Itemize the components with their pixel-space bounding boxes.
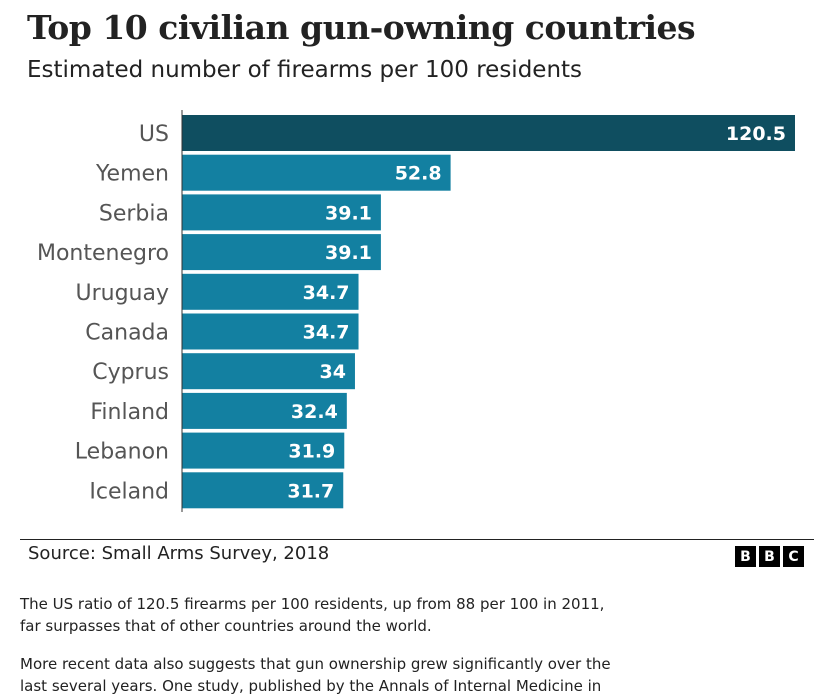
category-label: Finland <box>90 400 169 425</box>
category-label: Uruguay <box>76 281 170 306</box>
category-label: Canada <box>85 321 169 346</box>
value-label: 31.7 <box>287 480 334 502</box>
category-label: Montenegro <box>37 241 169 266</box>
value-label: 39.1 <box>325 242 372 264</box>
article-paragraph: More recent data also suggests that gun … <box>20 655 611 695</box>
value-label: 34.7 <box>303 322 350 344</box>
bar-canada <box>182 313 359 350</box>
value-label: 52.8 <box>395 163 442 185</box>
bar-uruguay <box>182 273 359 310</box>
article-paragraph: The US ratio of 120.5 firearms per 100 r… <box>20 595 605 635</box>
bbc-logo-c: C <box>783 546 804 567</box>
bbc-logo-b2: B <box>759 546 780 567</box>
bar-serbia <box>182 194 381 231</box>
bar-montenegro <box>182 234 381 271</box>
chart-subtitle: Estimated number of firearms per 100 res… <box>27 57 583 83</box>
bbc-logo-b1: B <box>735 546 756 567</box>
category-label: Cyprus <box>92 360 169 385</box>
bar-us <box>182 115 795 151</box>
bar-cyprus <box>182 353 355 390</box>
bar-finland <box>182 392 347 429</box>
source-note: Source: Small Arms Survey, 2018 <box>28 543 330 564</box>
value-label: 31.9 <box>288 441 335 463</box>
source-divider <box>20 539 814 540</box>
category-label: Lebanon <box>75 440 169 465</box>
category-label: Iceland <box>89 479 169 504</box>
category-label: Serbia <box>99 201 169 226</box>
bar-yemen <box>182 154 451 191</box>
bar-chart: US 120.5 Yemen 52.8 Serbia 39.1 Montenegro 39.1… <box>37 110 795 512</box>
value-label: 34 <box>320 361 346 383</box>
bar-iceland <box>182 472 344 509</box>
value-label: 120.5 <box>726 123 786 145</box>
value-label: 39.1 <box>325 202 372 224</box>
value-label: 32.4 <box>291 401 338 423</box>
value-label: 34.7 <box>303 282 350 304</box>
chart-title: Top 10 civilian gun-owning countries <box>27 8 696 47</box>
category-label: Yemen <box>95 162 169 187</box>
category-label: US <box>139 122 169 147</box>
bar-lebanon <box>182 432 345 469</box>
